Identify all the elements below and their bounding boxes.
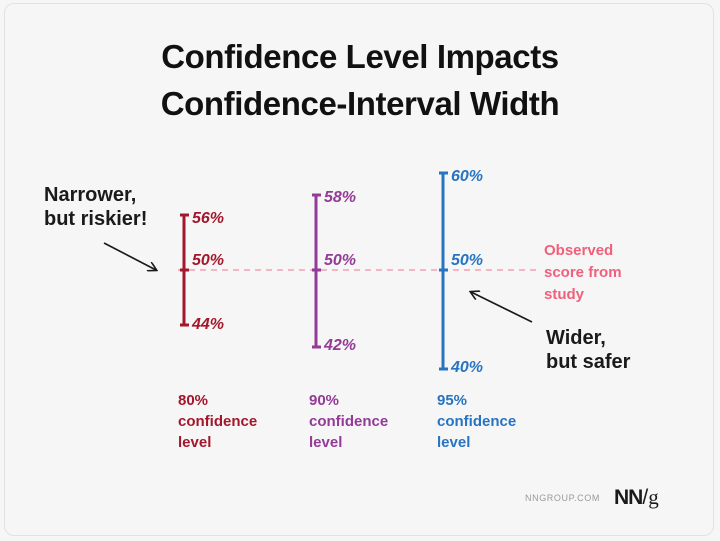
confidence-level-80-pct: 80%: [178, 392, 209, 409]
nngroup-logo: NN/g: [614, 485, 659, 510]
interval-90-center-label: 50%: [324, 252, 356, 269]
interval-80-lower-label: 44%: [191, 316, 224, 333]
title-line-1: Confidence Level Impacts: [161, 38, 559, 75]
confidence-level-95-pct: 95%: [437, 392, 468, 409]
observed-line-3: study: [544, 286, 585, 303]
confidence-level-90-word: confidence: [309, 413, 389, 430]
logo-nn: NN: [614, 486, 643, 509]
title-line-2: Confidence-Interval Width: [160, 85, 560, 122]
interval-95-lower-label: 40%: [450, 359, 483, 376]
observed-line-2: score from: [544, 264, 622, 281]
interval-90-upper-label: 58%: [324, 189, 356, 206]
logo-slash: /: [642, 486, 649, 509]
wider-arrow: [471, 292, 533, 323]
narrower-line-1: Narrower,: [44, 184, 137, 206]
interval-95-upper-label: 60%: [451, 168, 483, 185]
narrower-arrow: [103, 242, 156, 270]
interval-80-upper-label: 56%: [192, 210, 224, 227]
observed-line-1: Observed: [544, 242, 614, 259]
interval-95: 60% 50% 40%: [439, 168, 483, 376]
logo-g: g: [648, 485, 659, 509]
interval-80: 56% 50% 44%: [180, 210, 224, 333]
interval-95-center-label: 50%: [451, 252, 483, 269]
interval-90: 58% 50% 42%: [312, 189, 356, 354]
observed-score-label: Observed score from study: [544, 240, 622, 306]
confidence-level-90-level: level: [309, 434, 343, 451]
confidence-level-80-word: confidence: [178, 413, 258, 430]
confidence-level-80-level: level: [178, 434, 212, 451]
confidence-level-90: 90% confidence level: [309, 390, 388, 453]
confidence-level-95: 95% confidence level: [437, 390, 516, 453]
confidence-level-95-word: confidence: [437, 413, 517, 430]
wider-line-1: Wider,: [546, 327, 606, 349]
wider-line-2: but safer: [546, 351, 631, 373]
narrower-annotation: Narrower, but riskier!: [44, 183, 147, 231]
interval-90-lower-label: 42%: [323, 337, 356, 354]
confidence-level-80: 80% confidence level: [178, 390, 257, 453]
confidence-level-90-pct: 90%: [309, 392, 340, 409]
wider-annotation: Wider, but safer: [546, 326, 630, 374]
confidence-level-95-level: level: [437, 434, 471, 451]
footer-site-text: NNGROUP.COM: [525, 493, 600, 503]
interval-80-center-label: 50%: [192, 252, 224, 269]
narrower-line-2: but riskier!: [44, 208, 148, 230]
